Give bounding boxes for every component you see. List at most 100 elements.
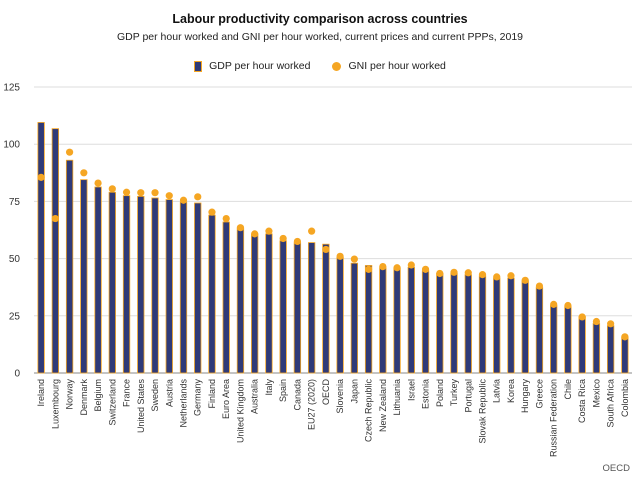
x-tick-label: Mexico <box>591 379 601 408</box>
bar-gdp[interactable] <box>364 265 373 374</box>
bar-gdp[interactable] <box>179 201 188 374</box>
x-tick-label: United States <box>136 379 146 434</box>
bar-gdp[interactable] <box>307 242 316 374</box>
dot-gni[interactable] <box>478 271 487 279</box>
x-tick-label: Portugal <box>463 379 473 413</box>
dot-gni[interactable] <box>251 230 259 238</box>
dot-gni[interactable] <box>322 245 330 254</box>
x-tick-label: Germany <box>193 379 203 417</box>
bar-gdp[interactable] <box>421 270 430 374</box>
dot-gni[interactable] <box>179 196 188 204</box>
bar-gdp[interactable] <box>236 227 245 374</box>
bar-gdp[interactable] <box>478 275 487 374</box>
bar-gdp[interactable] <box>122 195 131 374</box>
dot-gni[interactable] <box>421 265 430 273</box>
dot-gni[interactable] <box>65 148 74 156</box>
bar-gdp[interactable] <box>65 159 74 374</box>
bar-gdp[interactable] <box>37 122 45 374</box>
dot-gni[interactable] <box>80 169 88 177</box>
bar-gdp[interactable] <box>592 322 601 374</box>
dot-gni[interactable] <box>122 188 131 196</box>
dot-gni[interactable] <box>336 252 344 260</box>
dot-gni[interactable] <box>578 313 586 321</box>
bar-gdp[interactable] <box>222 221 230 374</box>
dot-gni[interactable] <box>350 255 358 263</box>
source-label: OECD <box>602 463 630 474</box>
bar-gdp[interactable] <box>379 267 387 374</box>
dot-gni[interactable] <box>564 301 572 310</box>
bar-gdp[interactable] <box>94 186 102 374</box>
bar-gdp[interactable] <box>578 316 586 374</box>
x-tick-label: Korea <box>506 379 516 403</box>
legend-item-gni[interactable]: GNI per hour worked <box>332 60 446 72</box>
dot-gni[interactable] <box>407 261 415 269</box>
dot-gni[interactable] <box>436 269 444 278</box>
dot-gni[interactable] <box>293 237 302 246</box>
dot-gni[interactable] <box>265 227 273 235</box>
dot-gni[interactable] <box>108 185 116 193</box>
bar-gdp[interactable] <box>322 243 330 374</box>
bar-gdp[interactable] <box>535 286 544 374</box>
bar-gdp[interactable] <box>493 277 501 374</box>
dot-gni[interactable] <box>236 224 245 232</box>
dot-gni[interactable] <box>51 214 59 223</box>
bar-gdp[interactable] <box>407 266 415 374</box>
dot-gni[interactable] <box>493 273 501 281</box>
dot-gni[interactable] <box>194 193 202 201</box>
dot-gni[interactable] <box>308 227 316 235</box>
dot-gni[interactable] <box>507 272 515 280</box>
bar-gdp[interactable] <box>51 128 60 374</box>
dot-gni[interactable] <box>450 268 458 276</box>
bar-gdp[interactable] <box>208 214 216 374</box>
bar-gdp[interactable] <box>194 202 202 374</box>
bar-gdp[interactable] <box>621 336 629 374</box>
x-tick-label: United Kingdom <box>235 379 245 443</box>
bar-gdp[interactable] <box>436 273 444 374</box>
bar-gdp[interactable] <box>350 262 359 374</box>
x-tick-label: Sweden <box>150 379 160 412</box>
dot-gni[interactable] <box>37 173 45 181</box>
dot-gni[interactable] <box>208 208 216 216</box>
dot-gni[interactable] <box>550 300 558 308</box>
x-tick-label: Switzerland <box>107 379 117 426</box>
bar-gdp[interactable] <box>550 305 558 374</box>
dot-gni[interactable] <box>165 192 173 200</box>
dot-gni[interactable] <box>393 264 401 272</box>
dot-gni[interactable] <box>592 317 601 326</box>
dot-gni[interactable] <box>364 265 373 273</box>
dot-gni[interactable] <box>137 189 145 197</box>
bar-gdp[interactable] <box>450 273 458 374</box>
legend-item-gdp[interactable]: GDP per hour worked <box>194 60 310 72</box>
bar-gdp[interactable] <box>80 179 88 374</box>
dot-gni[interactable] <box>94 179 102 187</box>
bar-gdp[interactable] <box>265 233 273 374</box>
bar-gdp[interactable] <box>606 325 615 374</box>
bar-gdp[interactable] <box>507 277 515 374</box>
bar-gdp[interactable] <box>279 240 287 374</box>
dot-gni[interactable] <box>279 234 287 243</box>
bar-gdp[interactable] <box>165 199 173 374</box>
dot-gni[interactable] <box>621 333 629 341</box>
bar-gdp[interactable] <box>393 267 401 374</box>
bar-gdp[interactable] <box>108 191 116 374</box>
bar-gdp[interactable] <box>151 197 159 374</box>
dot-gni[interactable] <box>521 276 529 284</box>
bar-gdp[interactable] <box>251 233 259 374</box>
dot-gni[interactable] <box>151 189 159 197</box>
bar-gdp[interactable] <box>564 306 572 374</box>
dot-gni[interactable] <box>379 263 387 271</box>
bar-gdp[interactable] <box>336 257 344 374</box>
x-tick-label: Japan <box>349 379 359 404</box>
dot-gni[interactable] <box>535 282 544 290</box>
bar-gdp[interactable] <box>521 280 529 374</box>
bar-gdp[interactable] <box>293 242 302 374</box>
dot-gni[interactable] <box>607 320 615 328</box>
dot-gni[interactable] <box>222 214 230 223</box>
x-tick-label: OECD <box>321 379 331 406</box>
x-tick-label: Greece <box>534 379 544 409</box>
bar-gdp[interactable] <box>137 195 145 374</box>
dot-gni[interactable] <box>464 269 472 277</box>
legend-label-gdp: GDP per hour worked <box>209 60 311 72</box>
bar-gdp[interactable] <box>464 274 472 374</box>
